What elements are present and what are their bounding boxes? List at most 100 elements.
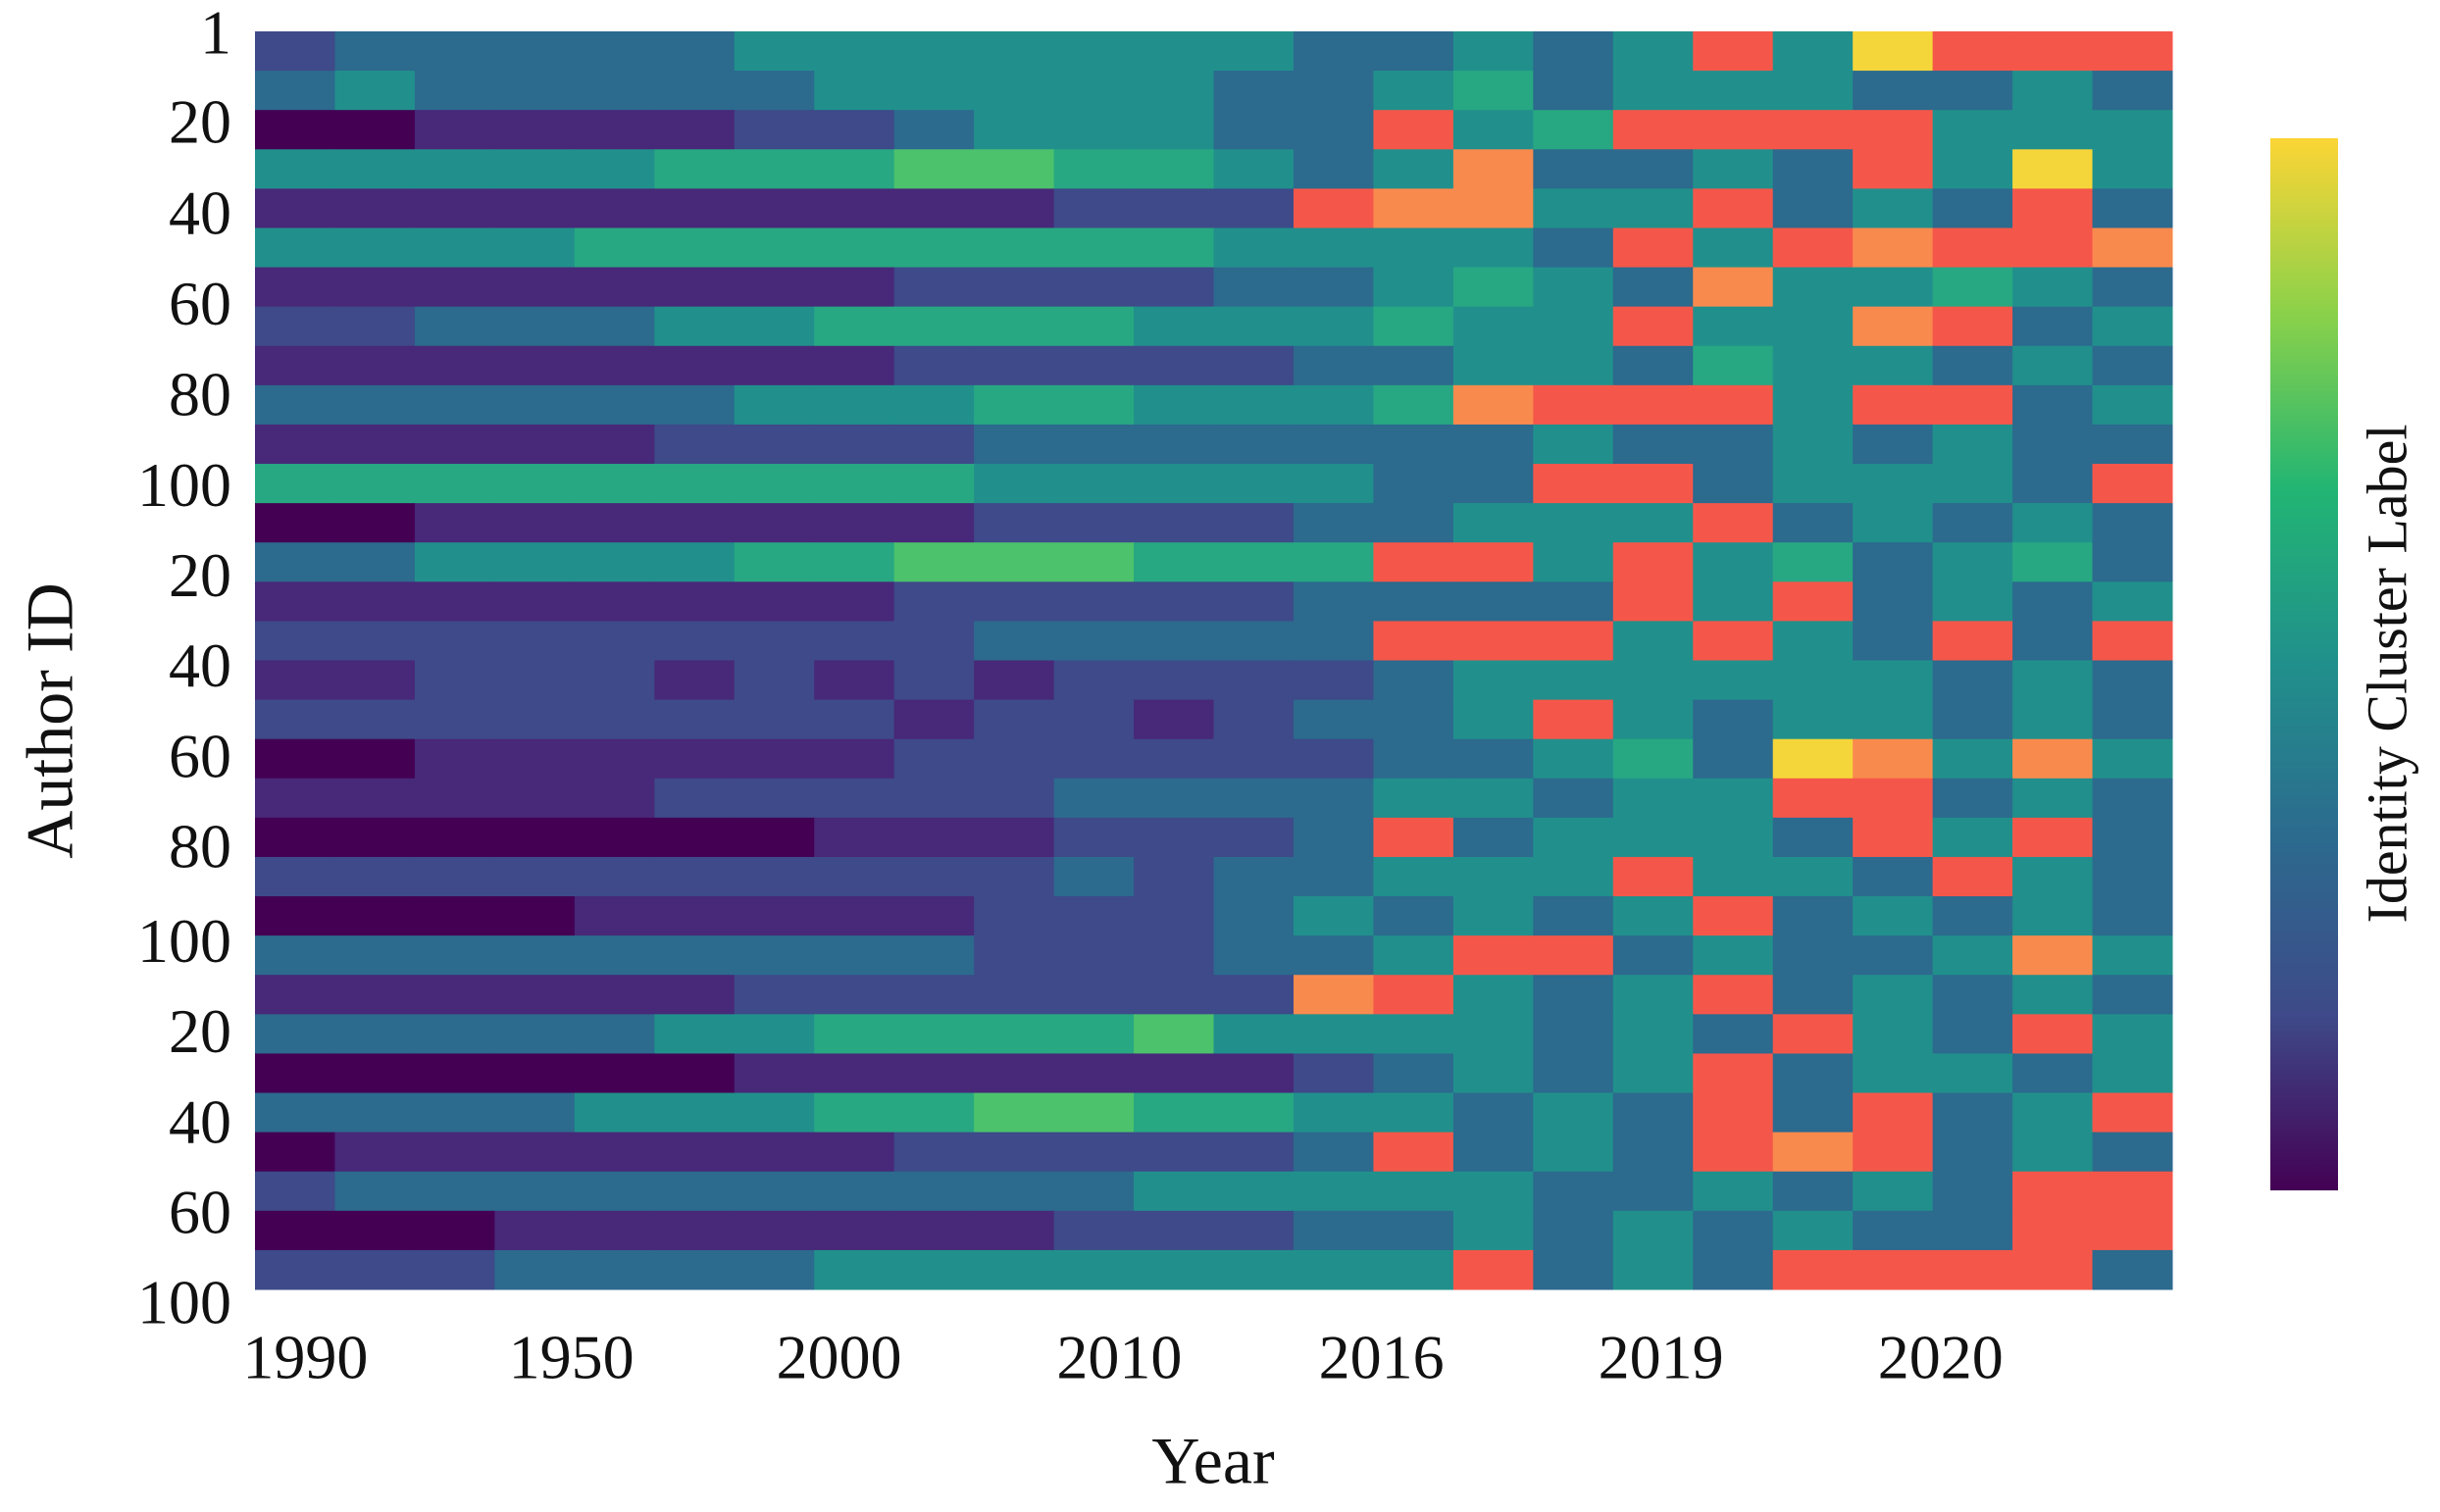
- heatmap-cell: [734, 1014, 815, 1054]
- heatmap-cell: [974, 149, 1055, 189]
- heatmap-cell: [1693, 149, 1774, 189]
- heatmap-cell: [734, 188, 815, 228]
- heatmap-cell: [414, 503, 495, 543]
- heatmap-cell: [1213, 503, 1295, 543]
- heatmap-cell: [1373, 660, 1454, 701]
- heatmap-cell: [1053, 1171, 1135, 1212]
- heatmap-cell: [734, 621, 815, 661]
- heatmap-cell: [1373, 699, 1454, 740]
- heatmap-cell: [414, 71, 495, 111]
- heatmap-cell: [1213, 935, 1295, 976]
- heatmap-cell: [814, 71, 895, 111]
- heatmap-cell: [2012, 110, 2094, 150]
- heatmap-cell: [494, 1249, 576, 1290]
- heatmap-cell: [734, 542, 815, 582]
- heatmap-cell: [334, 856, 416, 897]
- heatmap-cell: [1213, 778, 1295, 819]
- heatmap-cell: [1693, 778, 1774, 819]
- heatmap-cell: [1452, 71, 1534, 111]
- heatmap-cell: [1612, 621, 1694, 661]
- heatmap-cell: [1452, 503, 1534, 543]
- heatmap-cell: [255, 424, 335, 465]
- heatmap-cell: [334, 660, 416, 701]
- heatmap-cell: [2012, 503, 2094, 543]
- heatmap-cell: [1053, 1092, 1135, 1134]
- heatmap-cell: [574, 1249, 655, 1290]
- heatmap-cell: [1293, 660, 1374, 701]
- heatmap-cell: [1053, 149, 1135, 189]
- heatmap-cell: [494, 975, 576, 1015]
- heatmap-cell: [2012, 1092, 2094, 1134]
- heatmap-cell: [255, 1210, 335, 1251]
- heatmap-cell: [1293, 699, 1374, 740]
- heatmap-cell: [255, 464, 335, 504]
- heatmap-cell: [814, 1132, 895, 1173]
- heatmap-cell: [1533, 503, 1614, 543]
- heatmap-cell: [1772, 817, 1854, 858]
- heatmap-cell: [494, 856, 576, 897]
- heatmap-cell: [255, 1249, 335, 1290]
- heatmap-cell: [2012, 306, 2094, 347]
- heatmap-cell: [1053, 464, 1135, 504]
- heatmap-cell: [1612, 738, 1694, 780]
- heatmap-cell: [1373, 31, 1454, 72]
- heatmap-cell: [734, 1092, 815, 1134]
- heatmap-cell: [1053, 110, 1135, 150]
- heatmap-cell: [255, 1171, 335, 1212]
- y-tick-label: 20: [169, 996, 231, 1066]
- heatmap-cell: [1452, 267, 1534, 308]
- heatmap-cell: [1533, 1132, 1614, 1173]
- heatmap-cell: [893, 267, 975, 308]
- y-tick-label: 40: [169, 177, 231, 247]
- heatmap-cell: [734, 1249, 815, 1290]
- y-axis-title: Author ID: [13, 582, 87, 858]
- heatmap-cell: [814, 1171, 895, 1212]
- heatmap-cell: [1693, 464, 1774, 504]
- heatmap-cell: [1533, 1249, 1614, 1290]
- heatmap-cell: [1134, 306, 1214, 347]
- heatmap-cell: [574, 1053, 655, 1094]
- heatmap-cell: [1053, 817, 1135, 858]
- heatmap-cell: [574, 464, 655, 504]
- heatmap-cell: [2092, 1053, 2173, 1094]
- heatmap-cell: [1213, 660, 1295, 701]
- heatmap-cell: [1612, 345, 1694, 386]
- heatmap-cell: [814, 384, 895, 426]
- x-tick-label: 2016: [1319, 1323, 1445, 1392]
- heatmap-cell: [1533, 935, 1614, 976]
- heatmap-cell: [334, 267, 416, 308]
- heatmap-cell: [1693, 896, 1774, 936]
- heatmap-cell: [1533, 817, 1614, 858]
- heatmap-cell: [1932, 110, 2013, 150]
- heatmap-cell: [654, 856, 736, 897]
- heatmap-cell: [2012, 581, 2094, 622]
- heatmap-cell: [1612, 306, 1694, 347]
- heatmap-cell: [1134, 778, 1214, 819]
- heatmap-cell: [1053, 621, 1135, 661]
- heatmap-cell: [1693, 856, 1774, 897]
- heatmap-cell: [1053, 188, 1135, 228]
- heatmap-cell: [1134, 267, 1214, 308]
- heatmap-cell: [255, 1053, 335, 1094]
- heatmap-cell: [893, 935, 975, 976]
- heatmap-cell: [255, 856, 335, 897]
- heatmap-cell: [494, 267, 576, 308]
- heatmap-cell: [734, 227, 815, 269]
- heatmap-cell: [1612, 1171, 1694, 1212]
- heatmap-cell: [1452, 778, 1534, 819]
- heatmap-cell: [814, 424, 895, 465]
- heatmap-cell: [1612, 31, 1694, 72]
- heatmap-cell: [2012, 227, 2094, 269]
- heatmap-cell: [1853, 503, 1934, 543]
- heatmap-cell: [1533, 188, 1614, 228]
- heatmap-cell: [2092, 424, 2173, 465]
- heatmap-cell: [1053, 31, 1135, 72]
- heatmap-cell: [1772, 778, 1854, 819]
- heatmap-cell: [1772, 738, 1854, 780]
- heatmap-cell: [1612, 149, 1694, 189]
- heatmap-cell: [2012, 1014, 2094, 1054]
- heatmap-cell: [334, 1132, 416, 1173]
- heatmap-cell: [654, 1210, 736, 1251]
- heatmap-cell: [2092, 581, 2173, 622]
- heatmap-cell: [2012, 1249, 2094, 1290]
